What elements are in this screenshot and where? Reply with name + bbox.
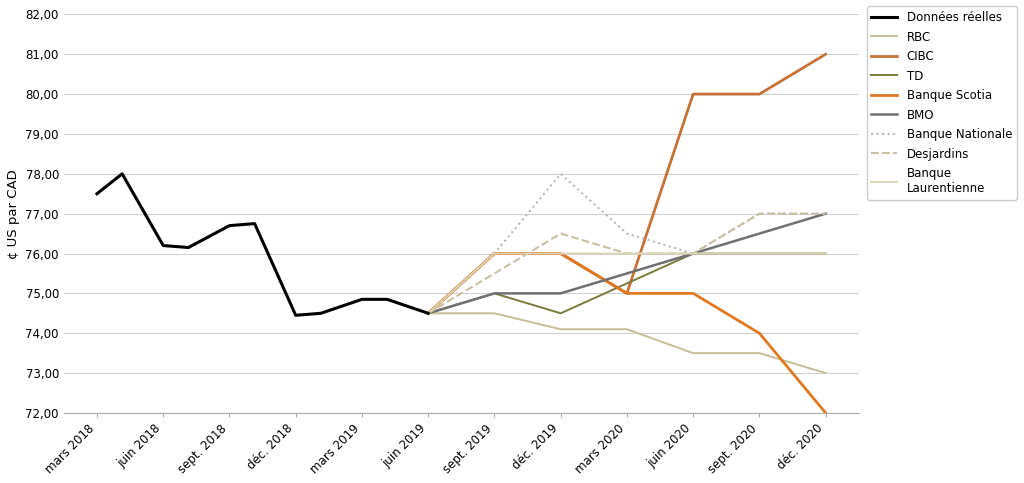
CIBC: [754, 91, 766, 97]
Banque Nationale: [422, 311, 434, 316]
BMO: [422, 311, 434, 316]
Données réelles: [91, 191, 103, 197]
RBC: [621, 327, 633, 332]
RBC: [488, 311, 501, 316]
Line: Banque Scotia: Banque Scotia: [428, 254, 825, 413]
Données réelles: [381, 297, 393, 302]
RBC: [754, 350, 766, 356]
Données réelles: [116, 171, 128, 177]
Données réelles: [355, 297, 368, 302]
Banque
Laurentienne: [819, 251, 831, 256]
Banque Scotia: [621, 290, 633, 296]
Banque
Laurentienne: [488, 251, 501, 256]
Banque Scotia: [488, 251, 501, 256]
Desjardins: [621, 251, 633, 256]
Banque Nationale: [555, 171, 567, 177]
TD: [422, 311, 434, 316]
Desjardins: [754, 211, 766, 216]
Banque Nationale: [687, 251, 699, 256]
Banque
Laurentienne: [687, 251, 699, 256]
Banque
Laurentienne: [621, 251, 633, 256]
BMO: [754, 231, 766, 237]
Banque Nationale: [621, 231, 633, 237]
BMO: [621, 270, 633, 276]
Line: Desjardins: Desjardins: [428, 213, 825, 313]
Desjardins: [555, 231, 567, 237]
Banque
Laurentienne: [555, 251, 567, 256]
Banque Scotia: [754, 330, 766, 336]
Données réelles: [223, 223, 236, 228]
CIBC: [555, 251, 567, 256]
TD: [687, 251, 699, 256]
Legend: Données réelles, RBC, CIBC, TD, Banque Scotia, BMO, Banque Nationale, Desjardins: Données réelles, RBC, CIBC, TD, Banque S…: [866, 6, 1017, 200]
Line: BMO: BMO: [428, 213, 825, 313]
BMO: [819, 211, 831, 216]
Desjardins: [422, 311, 434, 316]
Données réelles: [249, 221, 261, 227]
TD: [488, 290, 501, 296]
CIBC: [488, 251, 501, 256]
RBC: [819, 370, 831, 376]
TD: [621, 281, 633, 286]
RBC: [555, 327, 567, 332]
CIBC: [621, 290, 633, 296]
Line: TD: TD: [428, 254, 825, 313]
Banque Scotia: [819, 410, 831, 416]
Banque
Laurentienne: [754, 251, 766, 256]
TD: [754, 251, 766, 256]
Line: CIBC: CIBC: [428, 54, 825, 313]
Banque Nationale: [488, 251, 501, 256]
CIBC: [422, 311, 434, 316]
Banque Scotia: [687, 290, 699, 296]
RBC: [687, 350, 699, 356]
Données réelles: [422, 311, 434, 316]
BMO: [488, 290, 501, 296]
Données réelles: [290, 313, 302, 318]
Desjardins: [488, 270, 501, 276]
Line: RBC: RBC: [428, 313, 825, 373]
Desjardins: [819, 211, 831, 216]
TD: [555, 311, 567, 316]
BMO: [555, 290, 567, 296]
CIBC: [819, 51, 831, 57]
Données réelles: [182, 244, 195, 250]
CIBC: [687, 91, 699, 97]
RBC: [422, 311, 434, 316]
Banque Nationale: [819, 211, 831, 216]
Y-axis label: ¢ US par CAD: ¢ US par CAD: [7, 169, 19, 258]
Line: Données réelles: Données réelles: [97, 174, 428, 315]
Banque
Laurentienne: [422, 311, 434, 316]
Banque Scotia: [422, 311, 434, 316]
Données réelles: [314, 311, 327, 316]
TD: [819, 251, 831, 256]
Banque Scotia: [555, 251, 567, 256]
Desjardins: [687, 251, 699, 256]
Line: Banque
Laurentienne: Banque Laurentienne: [428, 254, 825, 313]
Line: Banque Nationale: Banque Nationale: [428, 174, 825, 313]
Données réelles: [157, 242, 169, 248]
Banque Nationale: [754, 211, 766, 216]
BMO: [687, 251, 699, 256]
